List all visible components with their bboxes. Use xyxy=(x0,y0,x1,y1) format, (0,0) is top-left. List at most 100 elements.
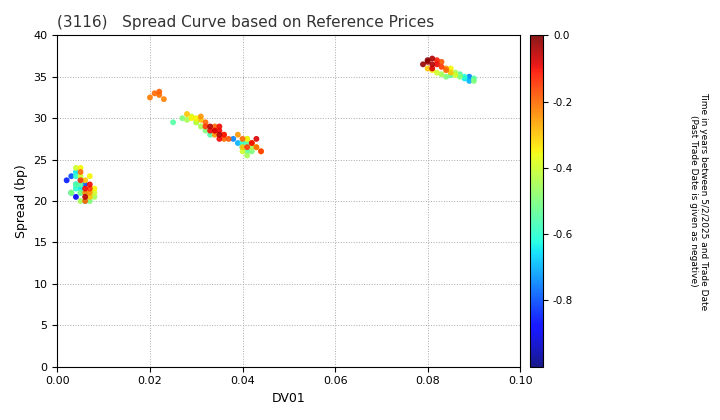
Point xyxy=(79,194,91,200)
Point xyxy=(195,116,207,123)
Point xyxy=(75,198,86,205)
Point xyxy=(441,74,452,80)
Point xyxy=(241,152,253,159)
Y-axis label: Spread (bp): Spread (bp) xyxy=(15,164,28,238)
Point xyxy=(66,189,77,196)
Point xyxy=(84,173,96,179)
Point xyxy=(232,131,243,138)
Point xyxy=(422,65,433,72)
Point xyxy=(246,148,258,155)
Point xyxy=(464,78,475,84)
Point xyxy=(454,71,466,78)
Point xyxy=(246,140,258,147)
Point xyxy=(459,74,470,80)
Point xyxy=(214,131,225,138)
Point xyxy=(75,177,86,184)
Point xyxy=(181,111,193,118)
Point xyxy=(214,136,225,142)
Point xyxy=(70,181,81,188)
Point xyxy=(89,194,100,200)
Text: (3116)   Spread Curve based on Reference Prices: (3116) Spread Curve based on Reference P… xyxy=(58,15,435,30)
Point xyxy=(237,144,248,150)
Point xyxy=(70,194,81,200)
Point xyxy=(186,113,197,120)
Point xyxy=(464,74,475,80)
Point xyxy=(209,127,220,134)
Point xyxy=(251,144,262,150)
Point xyxy=(237,148,248,155)
Point xyxy=(441,67,452,74)
Point xyxy=(144,94,156,101)
Point xyxy=(431,69,443,76)
Point xyxy=(70,181,81,188)
Y-axis label: Time in years between 5/2/2025 and Trade Date
(Past Trade Date is given as negat: Time in years between 5/2/2025 and Trade… xyxy=(688,92,708,310)
Point xyxy=(251,136,262,142)
Point xyxy=(181,116,193,123)
Point xyxy=(84,198,96,205)
Point xyxy=(66,189,77,196)
Point xyxy=(218,131,230,138)
Point xyxy=(199,127,211,134)
Point xyxy=(445,72,456,79)
Point xyxy=(237,140,248,147)
Point xyxy=(459,75,470,82)
Point xyxy=(84,181,96,188)
Point xyxy=(436,58,447,65)
Point xyxy=(176,115,188,121)
Point xyxy=(237,136,248,142)
Point xyxy=(241,144,253,150)
Point xyxy=(256,148,267,155)
Point xyxy=(449,72,461,79)
Point xyxy=(246,140,258,147)
Point xyxy=(204,131,216,138)
Point xyxy=(191,115,202,121)
Point xyxy=(79,181,91,188)
Point xyxy=(256,148,267,155)
Point xyxy=(449,69,461,76)
Point xyxy=(436,63,447,70)
Point xyxy=(431,61,443,68)
Point xyxy=(75,189,86,196)
Point xyxy=(441,65,452,72)
Point xyxy=(199,119,211,126)
Point xyxy=(223,136,235,142)
Point xyxy=(149,90,161,97)
Point xyxy=(195,113,207,120)
Point xyxy=(66,173,77,179)
Point xyxy=(75,169,86,176)
Point xyxy=(237,144,248,150)
Point xyxy=(84,194,96,200)
Point xyxy=(84,189,96,196)
Point xyxy=(75,181,86,188)
Point xyxy=(70,185,81,192)
Point xyxy=(426,55,438,62)
Point xyxy=(70,173,81,179)
Point xyxy=(246,144,258,150)
Point xyxy=(218,131,230,138)
Point xyxy=(75,189,86,196)
Point xyxy=(209,131,220,138)
Point xyxy=(214,127,225,134)
Point xyxy=(237,144,248,150)
Point xyxy=(454,74,466,80)
Point xyxy=(445,65,456,72)
Point xyxy=(468,78,480,84)
Point xyxy=(232,140,243,147)
Point xyxy=(79,177,91,184)
Point xyxy=(214,123,225,130)
Point xyxy=(153,88,165,95)
Point xyxy=(251,144,262,150)
Point xyxy=(228,136,239,142)
Point xyxy=(431,57,443,63)
Point xyxy=(79,198,91,205)
Point xyxy=(153,92,165,98)
Point xyxy=(417,61,428,68)
Point xyxy=(191,119,202,126)
Point xyxy=(66,189,77,196)
Point xyxy=(61,177,73,184)
Point xyxy=(468,75,480,82)
Point xyxy=(241,148,253,155)
Point xyxy=(436,71,447,78)
Point xyxy=(195,123,207,130)
Point xyxy=(75,165,86,171)
